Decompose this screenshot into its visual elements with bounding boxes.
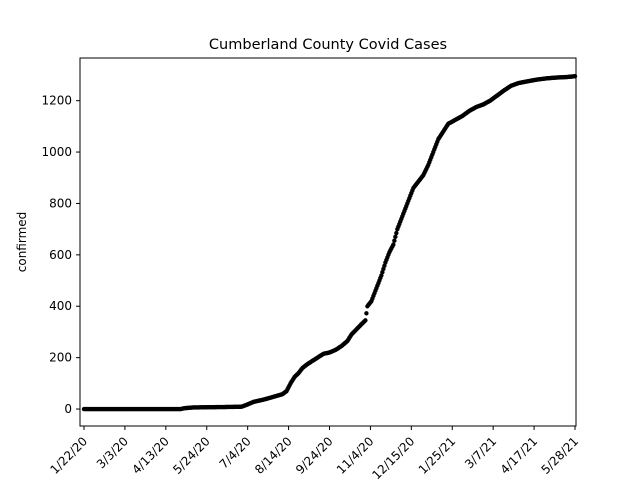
chart-title: Cumberland County Covid Cases (209, 37, 447, 53)
y-tick-label: 600 (49, 248, 72, 262)
y-tick-label: 200 (49, 351, 72, 365)
data-point (394, 230, 399, 236)
y-tick-label: 400 (49, 299, 72, 313)
data-point (363, 318, 368, 323)
plot-area: 0 200 400 600 800 1000 1200 1/22/20 3/3/204/13/2… (41, 57, 582, 480)
x-tick-label: 4/17/21 (498, 434, 541, 477)
plot-frame (79, 57, 577, 427)
y-tick-label: 800 (49, 196, 72, 210)
x-tick-label: 4/13/20 (129, 434, 172, 477)
data-point (572, 74, 578, 79)
x-tick-label: 8/14/20 (252, 434, 295, 477)
y-tick-label: 1000 (41, 145, 72, 159)
x-tick-label: 5/24/20 (170, 434, 213, 477)
x-tick-label: 5/28/21 (539, 434, 582, 477)
x-tick-label: 3/3/20 (94, 434, 131, 471)
data-point (392, 238, 397, 243)
data-point (393, 234, 398, 240)
y-tick-label: 1200 (41, 94, 72, 108)
y-tick-label: 0 (64, 402, 72, 416)
x-tick-label: 1/22/20 (48, 434, 91, 477)
x-tick-label: 1/25/21 (416, 434, 459, 477)
x-tick-label: 12/15/20 (369, 434, 417, 480)
x-tick-label: 9/24/20 (293, 434, 336, 477)
y-axis-label: confirmed (15, 212, 29, 273)
data-point (364, 311, 369, 316)
x-tick-label: 7/4/20 (217, 434, 254, 471)
data-point (391, 242, 396, 247)
x-tick-label: 3/7/21 (462, 434, 499, 471)
